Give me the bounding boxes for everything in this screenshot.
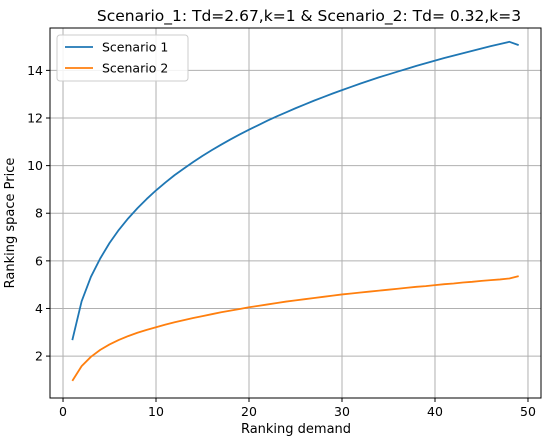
y-axis-label: Ranking space Price (3, 158, 18, 289)
x-axis-label: Ranking demand (241, 422, 351, 437)
y-tick-label: 8 (35, 206, 43, 221)
y-tick-label: 4 (35, 301, 43, 316)
y-tick-label: 14 (27, 63, 43, 78)
y-tick-label: 2 (35, 349, 43, 364)
y-axis: 2 4 6 8 10 12 14 (27, 63, 50, 364)
y-tick-label: 6 (35, 253, 43, 268)
x-tick-label: 0 (59, 404, 67, 419)
chart-title: Scenario_1: Td=2.67,k=1 & Scenario_2: Td… (97, 7, 521, 26)
legend-label-2: Scenario 2 (102, 61, 168, 76)
x-tick-label: 40 (427, 404, 443, 419)
x-tick-label: 20 (241, 404, 257, 419)
grid (50, 28, 541, 398)
series-layer (71, 40, 519, 382)
legend-label-1: Scenario 1 (102, 40, 168, 55)
x-tick-label: 30 (334, 404, 350, 419)
y-tick-label: 10 (27, 158, 43, 173)
x-tick-label: 50 (520, 404, 536, 419)
y-tick-label: 12 (27, 111, 43, 126)
x-tick-label: 10 (148, 404, 164, 419)
series-line-2 (71, 275, 519, 382)
x-axis: 0 10 20 30 40 50 (59, 398, 536, 419)
series-line-1 (71, 40, 519, 341)
legend: Scenario 1 Scenario 2 (56, 34, 189, 82)
